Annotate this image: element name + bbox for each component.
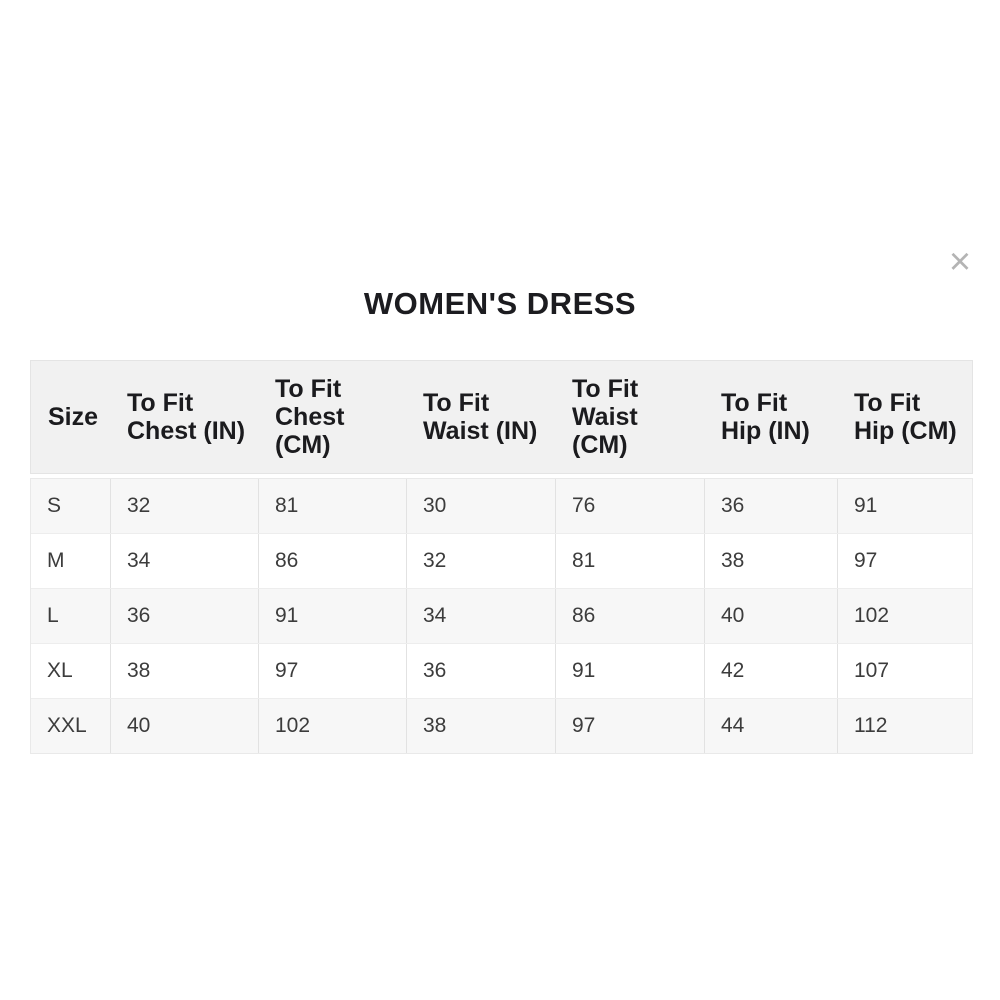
table-row-xl: XL 38 97 36 91 42 107 [31,643,972,698]
header-cell-waist-in: To Fit Waist (IN) [423,389,538,445]
cell-chest-cm: 102 [258,699,406,753]
cell-hip-in: 44 [704,699,837,753]
cell-chest-cm: 97 [258,644,406,698]
header-cell-waist-cm: To Fit Waist (CM) [572,375,639,459]
table-row-s: S 32 81 30 76 36 91 [31,479,972,533]
header-cell-chest-in: To Fit Chest (IN) [127,389,246,445]
cell-chest-in: 34 [110,534,258,588]
cell-waist-in: 34 [406,589,555,643]
cell-hip-in: 38 [704,534,837,588]
table-body: S 32 81 30 76 36 91 M 34 86 32 81 38 97 … [30,478,973,754]
cell-waist-cm: 76 [555,479,704,533]
table-row-xxl: XXL 40 102 38 97 44 112 [31,698,972,753]
cell-hip-cm: 102 [837,589,972,643]
cell-waist-cm: 81 [555,534,704,588]
header-cell-hip-cm: To Fit Hip (CM) [854,389,957,445]
cell-chest-cm: 86 [258,534,406,588]
cell-chest-in: 38 [110,644,258,698]
cell-size: XXL [47,714,87,737]
cell-chest-cm: 81 [258,479,406,533]
cell-size: XL [47,659,73,682]
header-cell-size: Size [48,403,99,431]
cell-waist-cm: 97 [555,699,704,753]
cell-waist-in: 38 [406,699,555,753]
table-header-row: Size To Fit Chest (IN) To Fit Chest (CM)… [30,360,973,474]
cell-chest-in: 36 [110,589,258,643]
header-cell-hip-in: To Fit Hip (IN) [721,389,810,445]
cell-waist-cm: 86 [555,589,704,643]
cell-chest-in: 32 [110,479,258,533]
cell-waist-in: 36 [406,644,555,698]
cell-hip-cm: 112 [837,699,972,753]
cell-chest-in: 40 [110,699,258,753]
cell-waist-in: 32 [406,534,555,588]
cell-size: M [47,549,65,572]
cell-hip-cm: 91 [837,479,972,533]
cell-waist-in: 30 [406,479,555,533]
cell-hip-cm: 97 [837,534,972,588]
cell-hip-in: 36 [704,479,837,533]
cell-waist-cm: 91 [555,644,704,698]
header-cell-chest-cm: To Fit Chest (CM) [275,375,345,459]
close-icon[interactable]: × [948,241,972,283]
cell-hip-in: 40 [704,589,837,643]
cell-size: L [47,604,59,627]
cell-chest-cm: 91 [258,589,406,643]
cell-hip-cm: 107 [837,644,972,698]
table-row-l: L 36 91 34 86 40 102 [31,588,972,643]
size-chart-table: Size To Fit Chest (IN) To Fit Chest (CM)… [30,360,973,754]
cell-hip-in: 42 [704,644,837,698]
cell-size: S [47,494,62,517]
table-row-m: M 34 86 32 81 38 97 [31,533,972,588]
page-title: WOMEN'S DRESS [363,286,637,321]
